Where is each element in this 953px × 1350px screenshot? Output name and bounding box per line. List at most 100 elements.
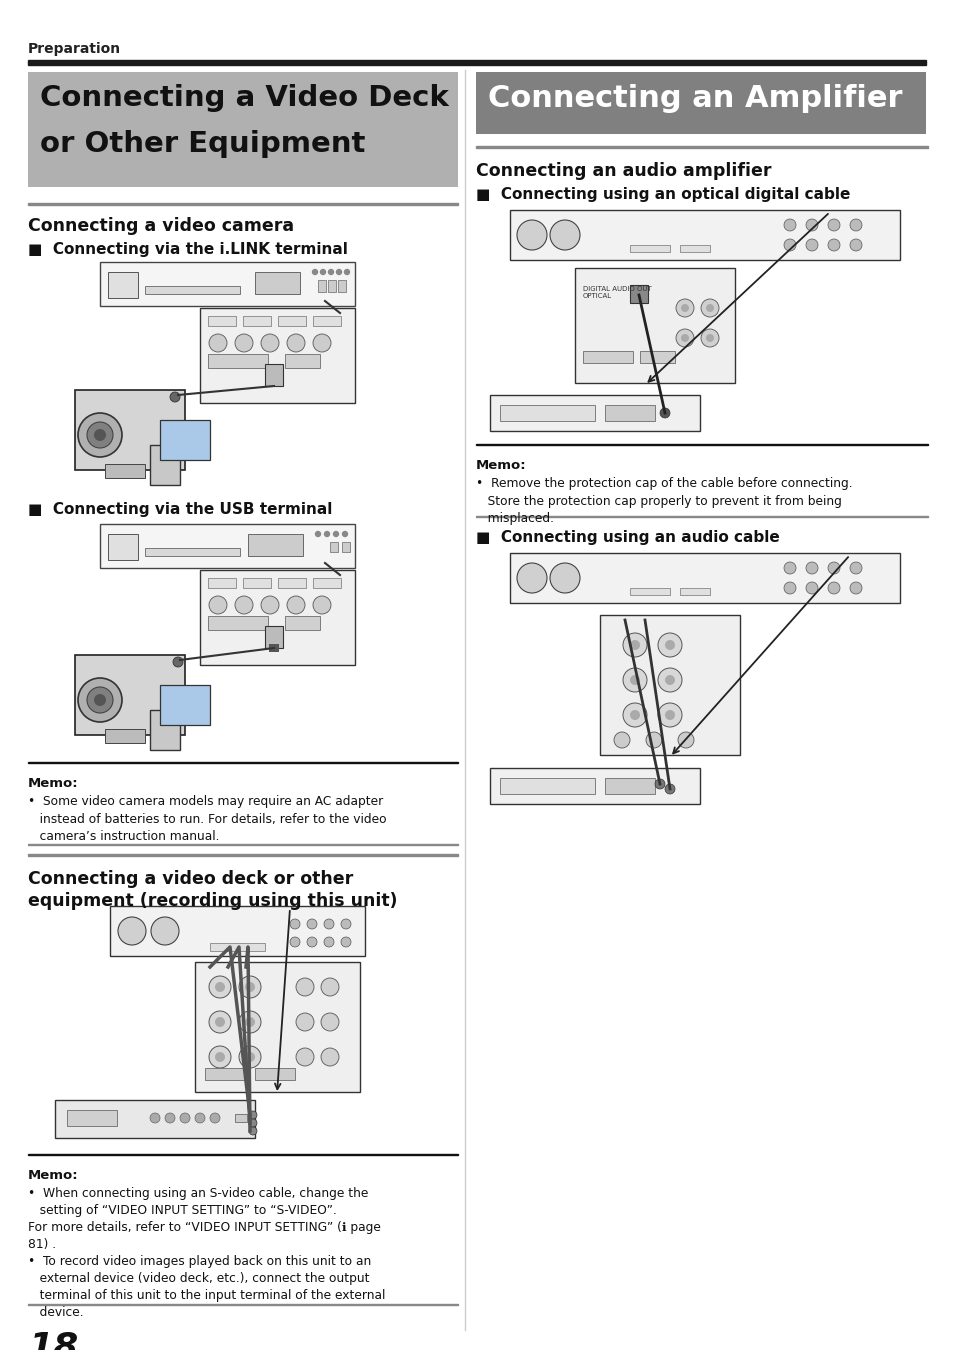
Circle shape [78,413,122,458]
Text: ■  Connecting using an audio cable: ■ Connecting using an audio cable [476,531,779,545]
Text: Connecting a Video Deck: Connecting a Video Deck [40,84,449,112]
Bar [160,684,210,725]
Circle shape [340,919,351,929]
Bar [200,308,355,404]
Circle shape [209,333,227,352]
Bar [67,1110,117,1126]
Circle shape [680,333,688,342]
Circle shape [849,562,862,574]
Circle shape [214,1017,225,1027]
Bar [277,578,306,589]
Circle shape [245,981,254,992]
Bar [476,146,927,148]
Bar [194,963,359,1092]
Bar [277,316,306,325]
Text: Connecting an audio amplifier: Connecting an audio amplifier [476,162,771,180]
Circle shape [210,1112,220,1123]
Circle shape [659,408,669,418]
Circle shape [239,976,261,998]
Text: Memo:: Memo: [476,459,526,472]
Bar [575,269,734,383]
Bar [28,1304,457,1305]
Circle shape [319,269,326,275]
Bar [679,589,709,595]
Circle shape [664,784,675,794]
Circle shape [295,1012,314,1031]
Bar [510,554,899,603]
Bar [639,351,675,363]
Circle shape [245,1052,254,1062]
Circle shape [645,732,661,748]
Circle shape [287,333,305,352]
Circle shape [705,304,713,312]
Text: ■  Connecting via the USB terminal: ■ Connecting via the USB terminal [28,502,332,517]
Bar [28,761,457,763]
Circle shape [629,675,639,684]
Circle shape [629,710,639,720]
Circle shape [849,219,862,231]
Circle shape [239,1046,261,1068]
Bar [208,616,268,630]
Circle shape [261,333,278,352]
Bar [629,244,669,252]
Bar [490,768,700,805]
Bar [208,316,235,325]
Bar [105,464,145,478]
Circle shape [172,657,183,667]
Circle shape [705,333,713,342]
Circle shape [320,1012,338,1031]
Bar [476,516,927,517]
Circle shape [78,678,122,722]
Circle shape [87,423,112,448]
Bar [160,420,210,460]
Circle shape [209,1011,231,1033]
Circle shape [180,1112,190,1123]
Bar [476,72,925,134]
Bar [604,778,655,794]
Circle shape [550,220,579,250]
Circle shape [312,269,318,275]
Circle shape [849,582,862,594]
Bar [499,405,595,421]
Bar [28,202,457,205]
Bar [328,279,335,292]
Bar [604,405,655,421]
Text: or Other Equipment: or Other Equipment [40,130,365,158]
Bar [313,316,340,325]
Bar [28,844,457,845]
Circle shape [314,531,321,537]
Text: Memo:: Memo: [28,778,78,790]
Text: •  When connecting using an S-video cable, change the
   setting of “VIDEO INPUT: • When connecting using an S-video cable… [28,1187,385,1319]
Text: Preparation: Preparation [28,42,121,55]
Circle shape [209,976,231,998]
Circle shape [658,633,681,657]
Circle shape [655,779,664,788]
Text: •  Remove the protection cap of the cable before connecting.
   Store the protec: • Remove the protection cap of the cable… [476,477,852,525]
Bar [208,578,235,589]
Bar [476,444,927,446]
Bar [599,616,740,755]
Text: Connecting a video camera: Connecting a video camera [28,217,294,235]
Circle shape [783,582,795,594]
Bar [150,446,180,485]
Circle shape [658,703,681,728]
Circle shape [249,1127,256,1135]
Bar [510,211,899,261]
Bar [679,244,709,252]
Circle shape [333,531,339,537]
Bar [243,316,271,325]
Circle shape [676,329,693,347]
Text: ■  Connecting via the i.LINK terminal: ■ Connecting via the i.LINK terminal [28,242,348,256]
Circle shape [658,668,681,693]
Circle shape [517,220,546,250]
Bar [265,626,283,648]
Text: ■  Connecting using an optical digital cable: ■ Connecting using an optical digital ca… [476,188,849,202]
Bar [341,541,350,552]
Bar [100,524,355,568]
Circle shape [622,633,646,657]
Bar [110,906,365,956]
Circle shape [323,531,330,537]
Circle shape [295,977,314,996]
Circle shape [234,595,253,614]
Text: Connecting an Amplifier: Connecting an Amplifier [488,84,902,113]
